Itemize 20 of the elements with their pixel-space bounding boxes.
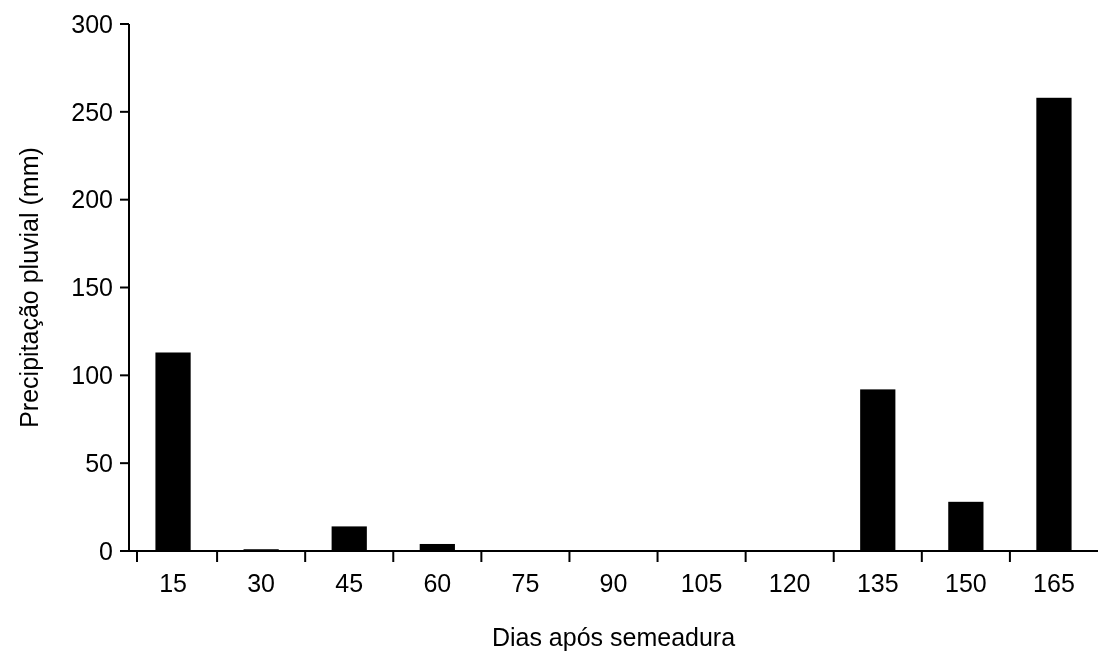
y-axis-title: Precipitação pluvial (mm)	[15, 147, 43, 428]
x-tick-label: 165	[1033, 569, 1075, 597]
x-tick-label: 75	[511, 569, 540, 597]
x-tick-label: 105	[680, 569, 723, 597]
y-tick-label: 100	[71, 361, 113, 390]
x-tick-label: 120	[768, 569, 811, 597]
y-tick-label: 200	[71, 185, 113, 214]
y-tick-label: 50	[85, 448, 113, 477]
x-tick-label: 90	[599, 569, 628, 597]
y-tick-label: 300	[71, 9, 113, 38]
x-tick-label: 45	[335, 569, 364, 597]
x-tick-label: 135	[856, 569, 899, 597]
x-axis-title: Dias após semeadura	[491, 623, 736, 651]
x-tick-label: 150	[945, 569, 987, 597]
x-tick-label: 60	[423, 569, 452, 597]
y-tick-label: 250	[71, 97, 113, 126]
y-tick-label: 150	[71, 273, 113, 302]
x-tick-label: 15	[159, 569, 187, 597]
y-tick-label: 0	[99, 536, 113, 565]
x-tick-label: 30	[247, 569, 276, 597]
